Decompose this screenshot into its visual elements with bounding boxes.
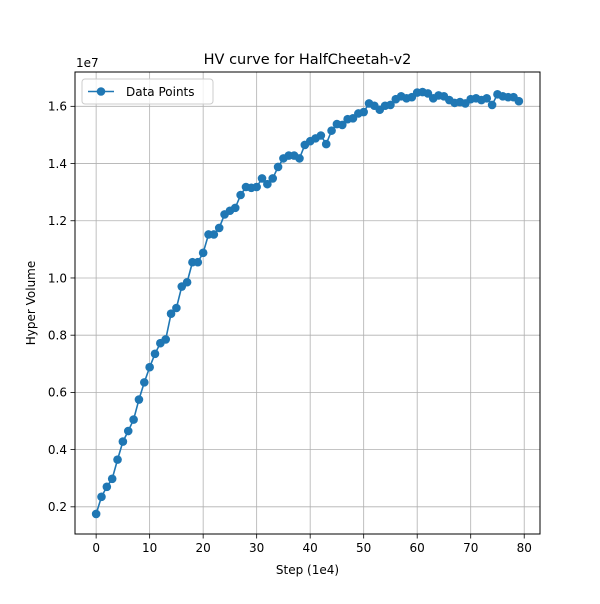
data-point-marker [214,223,224,233]
data-point-marker [123,426,133,436]
x-tick-label: 10 [142,541,157,555]
x-tick-label: 0 [92,541,100,555]
data-point-marker [327,126,336,135]
data-point-marker [91,509,101,519]
x-axis-label: Step (1e4) [276,563,339,577]
data-point-marker [102,482,112,492]
y-tick-label: 0.6 [48,386,67,400]
data-point-marker [97,492,106,502]
data-point-marker [487,100,497,110]
data-point-marker [139,378,149,387]
y-tick-label: 1.4 [48,157,67,171]
x-tick-label: 80 [517,541,532,555]
data-point-marker [129,415,138,424]
y-offset-label: 1e7 [76,56,99,70]
data-point-marker [263,179,272,189]
x-tick-label: 60 [410,541,425,555]
data-point-marker [514,96,524,106]
data-point-marker [257,174,267,183]
plot-frame [74,71,541,535]
y-tick-label: 1.6 [48,100,67,114]
data-point-marker [107,474,117,484]
y-axis-label: Hyper Volume [24,261,38,346]
data-point-marker [295,154,304,163]
data-point-marker [268,174,278,183]
y-tick-label: 0.4 [48,443,67,457]
data-point-marker [236,190,245,200]
data-point-marker [150,349,160,359]
data-point-marker [273,162,283,172]
y-tick-label: 1.2 [48,214,67,228]
x-tick-label: 50 [356,541,371,555]
x-tick-label: 40 [303,541,318,555]
x-tick-label: 70 [463,541,478,555]
legend-box [81,78,214,105]
data-point-marker [321,139,331,149]
data-point-marker [182,277,192,287]
y-tick-label: 0.8 [48,328,67,342]
data-point-marker [482,94,492,103]
data-markers [91,87,524,519]
data-point-marker [161,335,170,344]
data-point-marker [252,182,261,192]
x-tick-label: 30 [249,541,264,555]
legend-label: Data Points [126,85,195,99]
x-tick-label: 20 [196,541,211,555]
data-point-marker [166,309,176,319]
data-point-marker [209,230,219,239]
data-point-marker [145,362,154,372]
legend: Data Points [81,78,214,105]
data-point-marker [230,203,240,213]
data-point-marker [337,120,347,130]
data-point-marker [316,131,326,140]
y-tick-label: 0.2 [48,500,67,514]
y-tick-label: 1.0 [48,271,67,285]
data-point-marker [172,303,181,313]
data-point-marker [118,437,128,446]
y-ticks: 0.2 0.4 0.6 0.8 1.0 1.2 1.4 1.6 [48,100,75,514]
x-ticks: 0 10 20 30 40 50 60 70 80 [92,534,532,555]
data-point-marker [113,455,122,464]
data-point-marker [386,100,395,110]
chart-title: HV curve for HalfCheetah-v2 [204,52,412,68]
legend-marker-sample [96,87,106,96]
grid-lines [75,72,540,534]
data-point-marker [193,257,203,267]
data-point-marker [359,107,368,117]
data-point-marker [134,395,144,404]
data-point-marker [198,248,208,258]
